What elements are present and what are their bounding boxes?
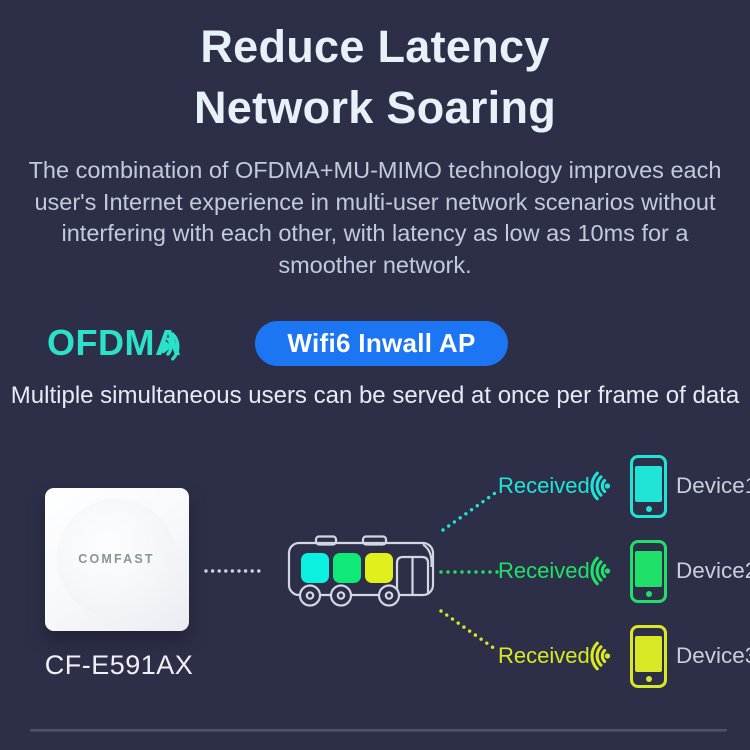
- bus-windshield: [422, 543, 433, 568]
- description-line: smoother network.: [278, 251, 472, 278]
- received-label: Received: [498, 473, 590, 498]
- description-line: The combination of OFDMA+MU-MIMO technol…: [28, 157, 722, 183]
- phone-screen: [635, 635, 662, 672]
- smartphone-icon: [630, 624, 667, 688]
- received-label: Received: [498, 643, 590, 668]
- wifi6-inwall-ap-badge: Wifi6 Inwall AP: [255, 321, 508, 366]
- wifi-receive-icon: [590, 471, 611, 501]
- phone-home-button: [645, 505, 652, 512]
- ap-brand-logo: COMFAST: [78, 551, 155, 566]
- bus-to-device1-dotted-line: [441, 489, 500, 532]
- phone-home-button: [645, 590, 652, 597]
- phone-home-button: [645, 675, 652, 682]
- bus-to-device3-dotted-line: [439, 609, 500, 653]
- data-bus-icon: [287, 535, 435, 607]
- device-label: Device2: [676, 558, 750, 583]
- bus-wheel: [298, 584, 322, 607]
- phone-screen: [635, 550, 662, 587]
- receiver-row-device3: Received Device3: [498, 624, 750, 688]
- bus-wheel-hub: [384, 591, 394, 600]
- title-line-1: Reduce Latency: [200, 21, 550, 72]
- received-label: Received: [498, 558, 590, 583]
- bus-window-yellow: [365, 553, 393, 583]
- bottom-divider: [30, 729, 727, 732]
- bus-wheel: [329, 584, 353, 607]
- bus-roof-vent: [314, 535, 338, 546]
- bus-wheel-hub: [336, 591, 346, 600]
- device-label: Device3: [676, 643, 750, 668]
- bus-window-green: [333, 553, 361, 583]
- subline-text: Multiple simultaneous users can be serve…: [10, 382, 740, 409]
- sound-waves-icon: [161, 332, 180, 361]
- bus-window-cyan: [301, 553, 329, 583]
- ap-device: COMFAST: [45, 488, 189, 631]
- description-paragraph: The combination of OFDMA+MU-MIMO technol…: [25, 155, 725, 281]
- ap-device-faceplate: COMFAST: [57, 499, 176, 618]
- phone-screen: [635, 465, 662, 502]
- bus-roof-vent: [361, 535, 388, 546]
- receiver-row-device2: Received Device2: [498, 539, 750, 603]
- ap-model-label: CF-E591AX: [44, 650, 194, 680]
- title-line-2: Network Soaring: [193, 82, 557, 133]
- receiver-row-device1: Received Device1: [498, 454, 750, 518]
- smartphone-icon: [630, 454, 667, 518]
- description-line: interfering with each other, with latenc…: [61, 220, 689, 246]
- bus-wheel-hub: [305, 591, 315, 600]
- page-title: Reduce Latency Network Soaring: [0, 16, 750, 138]
- description-line: user's Internet experience in multi-user…: [34, 188, 716, 215]
- device-label: Device1: [676, 473, 750, 498]
- wifi6-inwall-ap-badge-label: Wifi6 Inwall AP: [287, 328, 476, 358]
- bus-door: [395, 555, 430, 594]
- wifi-receive-icon: [590, 556, 611, 586]
- bus-wheel: [377, 584, 401, 607]
- smartphone-icon: [630, 539, 667, 603]
- bus-body: [287, 541, 435, 597]
- wifi-receive-icon: [590, 641, 611, 671]
- ofdma-label: OFDMA: [47, 322, 182, 363]
